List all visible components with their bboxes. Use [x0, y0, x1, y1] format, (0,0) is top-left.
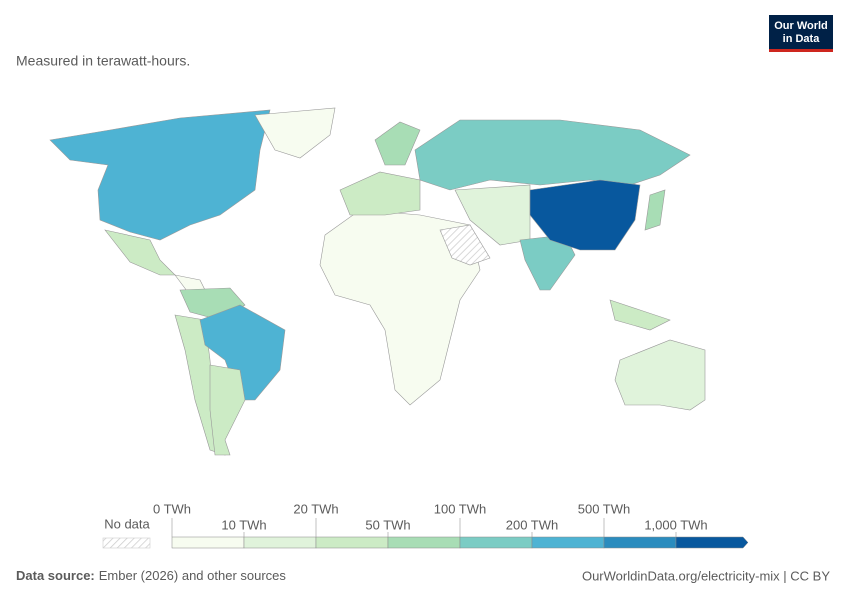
- legend-label: 1,000 TWh: [644, 517, 707, 532]
- source-label: Data source:: [16, 568, 95, 583]
- source-text: Ember (2026) and other sources: [99, 568, 287, 583]
- legend-swatch: [171, 536, 245, 549]
- legend-swatch: [531, 536, 605, 549]
- logo: Our World in Data: [769, 15, 833, 52]
- legend-label: 500 TWh: [578, 501, 631, 516]
- no-data-swatch: [102, 537, 151, 549]
- legend-label: 0 TWh: [153, 501, 191, 516]
- legend-label: No data: [104, 516, 150, 531]
- logo-text: Our World: [774, 20, 828, 32]
- legend-swatch: [315, 536, 389, 549]
- legend-swatch: [243, 536, 317, 549]
- legend-swatch: [459, 536, 533, 549]
- legend-label: 20 TWh: [293, 501, 338, 516]
- url: OurWorldinData.org/electricity-mix | CC …: [582, 568, 830, 583]
- source: Data source: Ember (2026) and other sourc…: [16, 568, 286, 583]
- legend-label: 100 TWh: [434, 501, 487, 516]
- legend-swatch: [603, 536, 677, 549]
- map: [49, 107, 706, 456]
- legend-label: 200 TWh: [506, 517, 559, 532]
- legend-swatch: [675, 536, 749, 549]
- logo-text: in Data: [783, 33, 821, 45]
- legend-label: 10 TWh: [221, 517, 266, 532]
- subtitle: Measured in terawatt-hours.: [16, 53, 190, 69]
- legend: No data 0 TWh 10 TWh 20 TWh 50 TWh 100 TWh 20…: [102, 501, 749, 549]
- legend-label: 50 TWh: [365, 517, 410, 532]
- legend-swatch: [387, 536, 461, 549]
